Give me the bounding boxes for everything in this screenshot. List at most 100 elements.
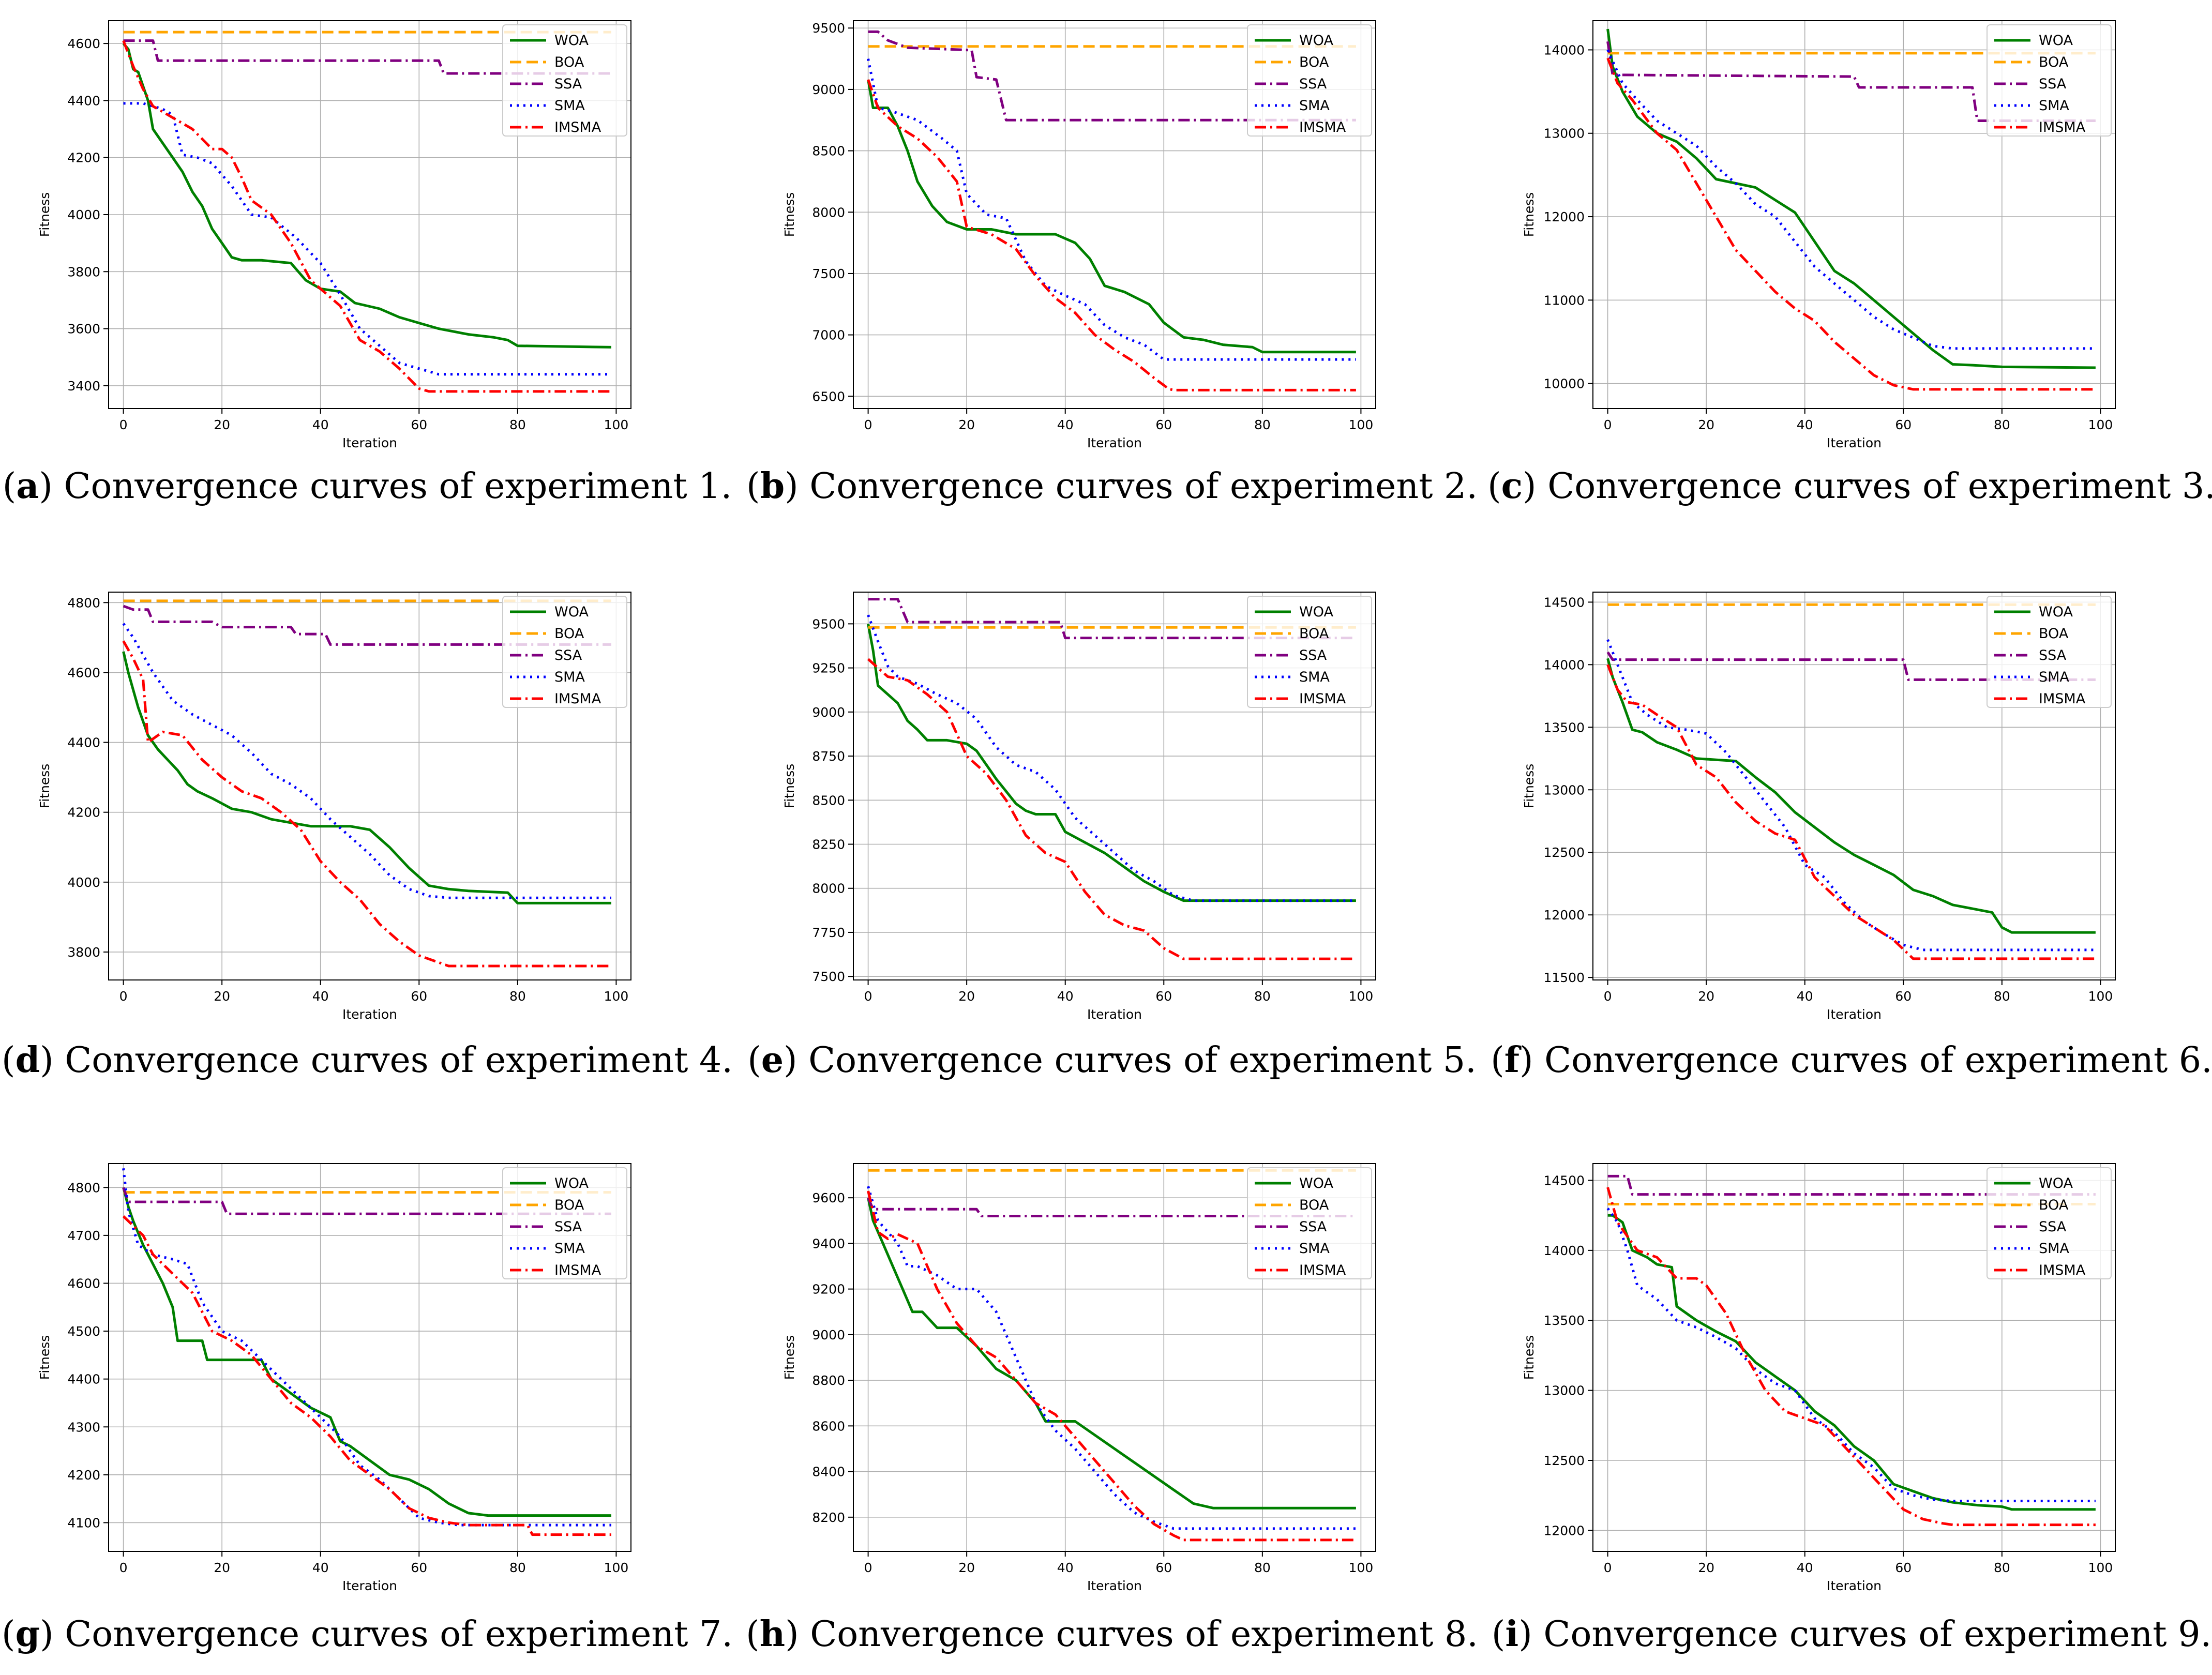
y-tick-label: 13500 xyxy=(1543,1313,1585,1328)
legend-label-woa: WOA xyxy=(1299,1175,1333,1191)
caption-e: (e) Convergence curves of experiment 5. xyxy=(747,1039,1477,1081)
y-tick-label: 13000 xyxy=(1543,782,1585,797)
series-line-imsma xyxy=(122,40,611,393)
legend-label-sma: SMA xyxy=(1299,669,1330,685)
legend-label-woa: WOA xyxy=(2039,1175,2073,1191)
legend-label-boa: BOA xyxy=(2039,54,2069,70)
caption-letter: i xyxy=(1505,1613,1519,1655)
plot-frame xyxy=(1592,592,2116,980)
y-tick-label: 12500 xyxy=(1543,1453,1585,1468)
x-axis-label: Iteration xyxy=(342,1007,397,1022)
y-tick-label: 8500 xyxy=(812,144,845,159)
series-line-sma xyxy=(122,623,611,899)
x-tick-label: 100 xyxy=(604,1560,629,1575)
x-tick-label: 40 xyxy=(312,417,329,432)
x-tick-label: 80 xyxy=(1254,417,1271,432)
chart-panel-5: 0 20 40 60 80 100 7500 7750 8000 8250 8500 8750 9000… xyxy=(782,592,1376,1022)
series-line-ssa xyxy=(1607,1174,2096,1196)
legend-label-ssa: SSA xyxy=(554,1219,582,1235)
x-tick-label: 100 xyxy=(604,989,629,1004)
y-tick-label: 9500 xyxy=(812,21,845,36)
y-tick-label: 4400 xyxy=(67,735,100,750)
legend: WOA BOA SSA SMA IMSMA xyxy=(502,1167,627,1279)
x-tick-label: 80 xyxy=(1994,989,2010,1004)
x-tick-label: 40 xyxy=(1797,1560,1813,1575)
series-line-imsma xyxy=(1606,664,2096,960)
legend: WOA BOA SSA SMA IMSMA xyxy=(502,24,627,137)
legend-label-sma: SMA xyxy=(554,669,585,685)
y-tick-label: 4800 xyxy=(67,595,100,610)
legend-label-imsma: IMSMA xyxy=(2039,119,2086,135)
chart-panel-3: 0 20 40 60 80 100 10000 11000 12000 13000 14000 Ite… xyxy=(1522,20,2116,450)
legend-box xyxy=(1247,596,1372,708)
series-line-ssa xyxy=(1606,651,2096,681)
x-axis-label: Iteration xyxy=(1087,435,1142,450)
x-tick-label: 60 xyxy=(1895,989,1912,1004)
y-tick-label: 9600 xyxy=(812,1190,845,1205)
caption-f: (f) Convergence curves of experiment 6. xyxy=(1491,1039,2212,1081)
legend: WOA BOA SSA SMA IMSMA xyxy=(1987,1167,2112,1279)
y-tick-label: 3800 xyxy=(67,945,100,960)
y-tick-label: 9400 xyxy=(812,1236,845,1251)
caption-letter: g xyxy=(15,1613,40,1655)
legend-label-woa: WOA xyxy=(554,604,589,620)
y-tick-label: 4400 xyxy=(67,1372,100,1387)
y-tick-label: 4100 xyxy=(67,1515,100,1530)
plot-frame xyxy=(108,1163,631,1552)
caption-letter: c xyxy=(1501,465,1523,507)
y-tick-label: 6500 xyxy=(812,389,845,404)
x-tick-label: 0 xyxy=(119,989,128,1004)
legend: WOA BOA SSA SMA IMSMA xyxy=(1987,24,2112,137)
x-tick-label: 20 xyxy=(958,989,975,1004)
chart-panel-9: 0 20 40 60 80 100 12000 12500 13000 13500 14000 145… xyxy=(1522,1163,2116,1593)
series-line-sma xyxy=(122,1168,611,1527)
y-tick-label: 8000 xyxy=(812,881,845,896)
y-tick-label: 7000 xyxy=(812,328,845,343)
legend-label-boa: BOA xyxy=(2039,1197,2069,1213)
legend-label-boa: BOA xyxy=(2039,626,2069,642)
legend-label-sma: SMA xyxy=(1299,1241,1330,1257)
caption-letter: e xyxy=(761,1039,784,1081)
series-line-ssa xyxy=(1606,41,2096,122)
legend-label-ssa: SSA xyxy=(1299,1219,1327,1235)
legend-box xyxy=(502,1167,627,1279)
series-line-ssa xyxy=(123,39,611,75)
x-tick-label: 80 xyxy=(1994,417,2010,432)
series-line-imsma xyxy=(1606,57,2096,391)
x-axis-label: Iteration xyxy=(1087,1578,1142,1593)
x-tick-label: 20 xyxy=(1698,1560,1714,1575)
caption-text: Convergence curves of experiment 4. xyxy=(53,1040,733,1081)
y-tick-label: 4700 xyxy=(67,1228,100,1243)
legend-label-sma: SMA xyxy=(1299,98,1330,114)
caption-letter: f xyxy=(1504,1039,1519,1081)
series-line-sma xyxy=(867,1186,1356,1530)
x-tick-label: 60 xyxy=(1155,417,1172,432)
caption-text: Convergence curves of experiment 3. xyxy=(1536,466,2212,507)
legend-label-boa: BOA xyxy=(1299,54,1329,70)
y-axis-label: Fitness xyxy=(782,192,797,237)
y-tick-label: 13500 xyxy=(1543,720,1585,735)
caption-text: Convergence curves of experiment 5. xyxy=(797,1040,1477,1081)
x-tick-label: 80 xyxy=(509,417,526,432)
legend-box xyxy=(1247,24,1372,137)
y-tick-label: 7500 xyxy=(812,266,845,281)
plot-frame xyxy=(853,1163,1376,1552)
y-tick-label: 4800 xyxy=(67,1180,100,1195)
x-tick-label: 80 xyxy=(1254,989,1271,1004)
y-tick-label: 4200 xyxy=(67,150,100,165)
y-tick-label: 8500 xyxy=(812,793,845,808)
x-tick-label: 20 xyxy=(214,417,230,432)
x-tick-label: 80 xyxy=(509,989,526,1004)
x-tick-label: 80 xyxy=(1254,1560,1271,1575)
legend: WOA BOA SSA SMA IMSMA xyxy=(1987,596,2112,708)
y-tick-label: 9000 xyxy=(812,82,845,97)
plot-frame xyxy=(853,592,1376,980)
x-tick-label: 20 xyxy=(1698,417,1714,432)
x-tick-label: 100 xyxy=(1349,989,1374,1004)
x-tick-label: 100 xyxy=(2088,1560,2113,1575)
series-line-imsma xyxy=(867,658,1356,960)
y-axis-label: Fitness xyxy=(37,192,52,237)
legend-box xyxy=(1987,1167,2112,1279)
series-line-woa xyxy=(1606,658,2096,934)
